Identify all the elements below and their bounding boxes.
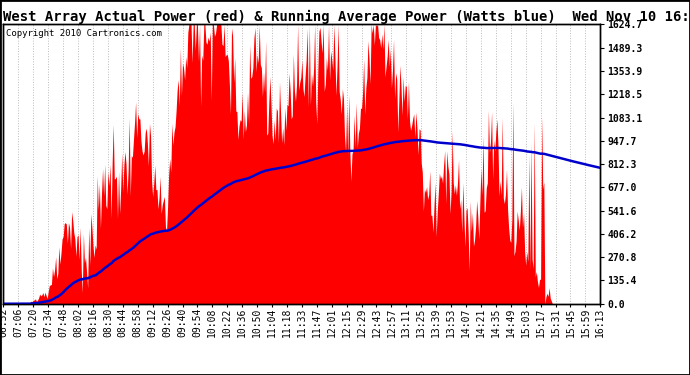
Text: Copyright 2010 Cartronics.com: Copyright 2010 Cartronics.com	[6, 28, 162, 38]
Text: West Array Actual Power (red) & Running Average Power (Watts blue)  Wed Nov 10 1: West Array Actual Power (red) & Running …	[3, 9, 690, 24]
